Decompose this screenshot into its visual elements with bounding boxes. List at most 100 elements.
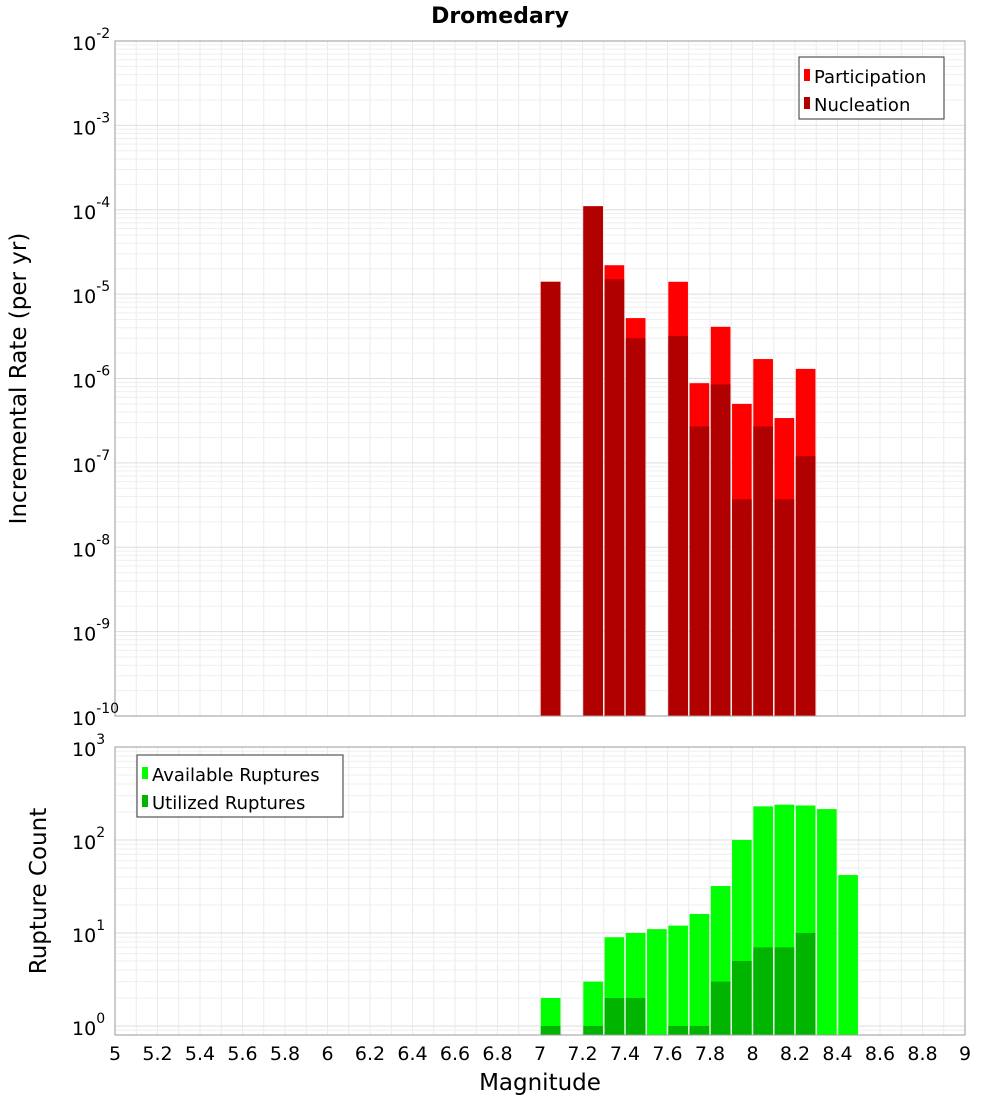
bar	[668, 1025, 688, 1035]
y-tick-exponent: -6	[96, 364, 110, 380]
series-utilized-ruptures	[540, 932, 816, 1035]
x-tick-label: 5	[109, 1043, 121, 1065]
y-tick-base: 10	[72, 286, 96, 308]
legend-swatch	[804, 69, 810, 81]
bar	[795, 456, 816, 716]
x-tick-label: 5.8	[270, 1043, 300, 1065]
bar	[732, 499, 752, 716]
legend-label: Available Ruptures	[152, 765, 320, 786]
x-tick-label: 7.4	[610, 1043, 640, 1065]
bar	[689, 1025, 710, 1035]
legend-label: Nucleation	[814, 95, 910, 116]
bar	[753, 426, 773, 716]
y-tick-label: 10-5	[72, 279, 110, 308]
y-tick-base: 10	[72, 117, 96, 139]
bar	[540, 281, 561, 716]
x-tick-label: 6.8	[482, 1043, 512, 1065]
x-tick-label: 8.8	[907, 1043, 937, 1065]
x-tick-label: 5.2	[142, 1043, 172, 1065]
x-tick-label: 6	[321, 1043, 333, 1065]
x-tick-label: 7.6	[652, 1043, 682, 1065]
y-tick-base: 10	[72, 708, 96, 730]
grid	[114, 41, 966, 717]
y-tick-exponent: -9	[96, 617, 110, 633]
y-tick-label: 10-6	[72, 364, 110, 393]
x-tick-label: 5.4	[185, 1043, 215, 1065]
x-tick-label: 6.4	[397, 1043, 427, 1065]
y-tick-label: 10-9	[72, 617, 110, 646]
legend-swatch	[804, 97, 810, 109]
bar	[604, 997, 625, 1035]
y-tick-base: 10	[72, 925, 96, 947]
y-tick-exponent: 3	[96, 732, 105, 748]
y-tick-exponent: 1	[96, 918, 105, 934]
legend-swatch	[142, 795, 148, 807]
bar	[710, 384, 731, 716]
y-tick-label: 10-7	[72, 448, 110, 477]
bar	[774, 947, 795, 1035]
bar	[795, 932, 816, 1035]
y-tick-exponent: -7	[96, 448, 110, 464]
series-nucleation	[540, 206, 816, 716]
bar	[647, 929, 667, 1035]
y-tick-base: 10	[72, 455, 96, 477]
y-tick-base: 10	[72, 739, 96, 761]
y-tick-exponent: -4	[96, 195, 110, 211]
y-tick-exponent: 0	[96, 1011, 105, 1027]
x-tick-label: 8.2	[780, 1043, 810, 1065]
y-tick-exponent: -10	[96, 701, 119, 717]
bar	[689, 914, 710, 1035]
y-tick-label: 10-4	[72, 195, 110, 224]
x-tick-label: 6.2	[355, 1043, 385, 1065]
bar	[817, 809, 837, 1035]
legend: Participation Nucleation	[798, 56, 945, 120]
x-axis-label: Magnitude	[479, 1070, 601, 1096]
y-tick-label: 100	[72, 1011, 105, 1040]
y-tick-base: 10	[72, 371, 96, 393]
bar	[583, 1025, 603, 1035]
y-tick-label: 10-8	[72, 532, 110, 561]
x-tick-label: 7.2	[567, 1043, 597, 1065]
bar	[838, 875, 858, 1035]
legend-label: Participation	[814, 67, 926, 88]
y-axis-label: Incremental Rate (per yr)	[6, 233, 32, 525]
bar	[540, 1025, 561, 1035]
y-tick-base: 10	[72, 202, 96, 224]
bar	[625, 338, 646, 716]
bar	[774, 499, 795, 716]
y-tick-exponent: -5	[96, 279, 110, 295]
y-tick-base: 10	[72, 33, 96, 55]
x-tick-label: 8	[746, 1043, 758, 1065]
y-tick-label: 101	[72, 918, 105, 947]
x-tick-label: 7.8	[695, 1043, 725, 1065]
bar	[583, 206, 603, 716]
x-tick-label: 5.6	[227, 1043, 257, 1065]
x-tick-label: 7	[534, 1043, 546, 1065]
legend-box	[136, 754, 344, 818]
bar	[540, 997, 561, 1035]
y-tick-label: 103	[72, 732, 105, 761]
bar	[753, 947, 773, 1035]
legend-swatch	[142, 767, 148, 779]
y-tick-exponent: -2	[96, 26, 110, 42]
chart-title: Dromedary	[431, 4, 569, 29]
bar	[583, 981, 603, 1035]
bar	[668, 925, 688, 1035]
y-tick-label: 10-2	[72, 26, 110, 55]
x-tick-label: 8.4	[822, 1043, 852, 1065]
x-tick-label: 9	[959, 1043, 971, 1065]
legend-box	[798, 56, 945, 120]
legend-label: Utilized Ruptures	[152, 793, 305, 814]
y-tick-label: 10-3	[72, 110, 110, 139]
bar	[604, 279, 625, 716]
x-tick-label: 8.6	[865, 1043, 895, 1065]
bar	[710, 981, 731, 1035]
bar	[732, 960, 752, 1035]
bar	[689, 426, 710, 716]
plot-frame	[114, 746, 966, 1036]
y-tick-label: 10-10	[72, 701, 119, 730]
y-tick-base: 10	[72, 1018, 96, 1040]
x-tick-label: 6.6	[440, 1043, 470, 1065]
